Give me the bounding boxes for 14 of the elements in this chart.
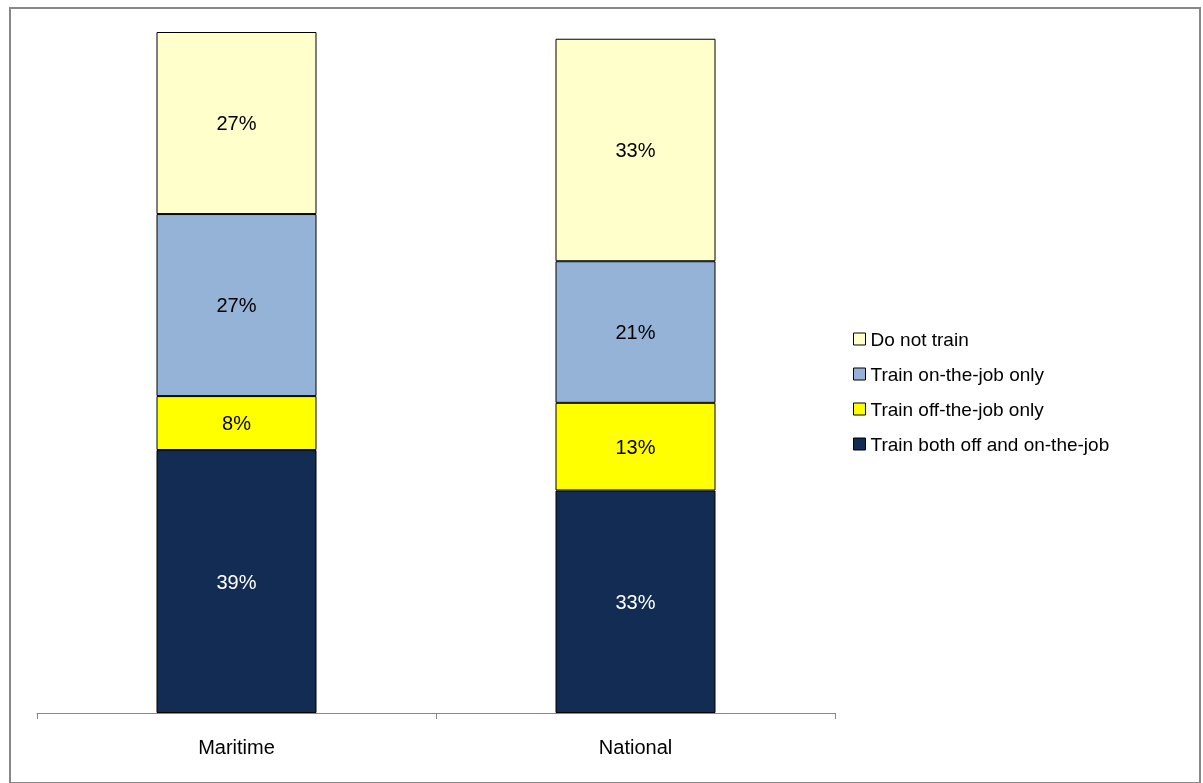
legend-label: Do not train	[870, 328, 969, 350]
data-label: 27%	[216, 294, 257, 317]
data-label: 33%	[615, 590, 656, 613]
data-label: 27%	[216, 112, 257, 135]
legend-label: Train off-the-job only	[870, 398, 1045, 420]
data-label: 21%	[615, 321, 656, 344]
x-tick-label: Maritime	[198, 736, 275, 758]
x-tick-label: National	[598, 736, 673, 758]
data-label: 33%	[615, 138, 656, 161]
data-label: 13%	[615, 435, 656, 458]
legend-label: Train on-the-job only	[870, 363, 1045, 385]
legend-label: Train both off and on-the-job	[870, 433, 1110, 455]
data-label: 39%	[216, 570, 257, 593]
data-label: 8%	[222, 412, 252, 435]
